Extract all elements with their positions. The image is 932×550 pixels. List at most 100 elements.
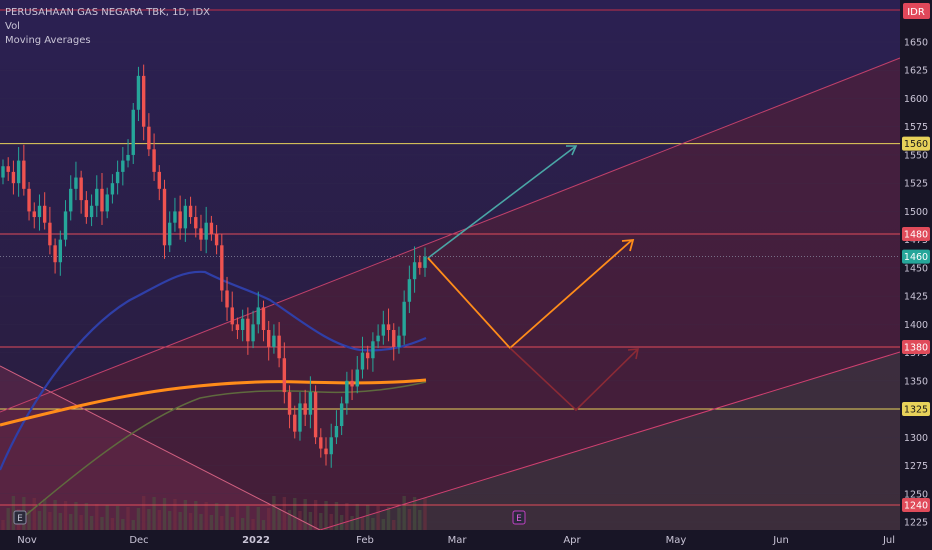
volume-bar [84, 503, 89, 530]
candle-body [397, 335, 401, 347]
candle-body [173, 211, 177, 223]
candle-body [11, 171, 16, 184]
candle-body [225, 290, 229, 308]
candle-body [412, 262, 417, 280]
x-tick-label: Apr [563, 535, 581, 546]
volume-bar [168, 511, 172, 530]
projection-path-alt[interactable] [509, 347, 639, 412]
x-tick-label: May [666, 535, 687, 546]
volume-indicator-label[interactable]: Vol [5, 21, 20, 32]
candle-body [6, 166, 10, 172]
volume-bar [126, 507, 130, 530]
candle-body [360, 352, 365, 370]
volume-bar [173, 499, 177, 530]
candle-body [246, 318, 250, 342]
candle-body [392, 330, 396, 347]
y-tick-label: 1575 [904, 122, 928, 133]
volume-bar [298, 511, 302, 530]
volume-bar [293, 498, 297, 530]
volume-bar [225, 504, 229, 530]
time-axis[interactable] [0, 530, 932, 550]
candle-body [261, 307, 266, 330]
volume-bar [37, 511, 42, 530]
candle-body [95, 188, 99, 206]
volume-bar [277, 509, 281, 530]
moving-average-long[interactable] [0, 378, 427, 427]
last-price-label: 1460 [904, 252, 928, 263]
volume-bar [11, 496, 16, 530]
volume-bar [79, 515, 83, 530]
volume-bar [204, 502, 208, 530]
candle-body [105, 194, 109, 212]
volume-bar [32, 498, 36, 530]
volume-bar [267, 508, 271, 530]
candle-body [418, 262, 422, 268]
moving-average-mid[interactable] [19, 381, 427, 521]
candle-body [230, 307, 234, 325]
projection-path-bull[interactable] [427, 145, 577, 259]
volume-bar [407, 509, 412, 530]
volume-bar [365, 505, 370, 530]
candle-body [386, 324, 391, 330]
candle-body [365, 352, 370, 359]
y-tick-label: 1450 [904, 263, 928, 274]
volume-bar [152, 497, 156, 530]
event-marker[interactable]: E [512, 510, 526, 525]
volume-bar [256, 507, 260, 530]
candle-body [339, 403, 344, 426]
y-tick-label: 1350 [904, 376, 928, 387]
x-tick-label: Dec [129, 535, 148, 546]
last-price-badge [902, 249, 930, 264]
x-tick-label: Mar [448, 535, 468, 546]
moving-averages-indicator-label[interactable]: Moving Averages [5, 35, 91, 46]
level-badge [902, 498, 930, 513]
volume-bar [220, 516, 224, 530]
candle-body [313, 392, 318, 438]
candle-body [240, 318, 245, 330]
candle-body [251, 324, 255, 342]
volume-bar [105, 505, 109, 530]
candle-body [214, 234, 219, 246]
volume-bar [183, 500, 188, 530]
volume-bar [246, 506, 250, 530]
wedge-line[interactable] [0, 365, 321, 531]
candle-body [407, 279, 412, 302]
volume-bar [329, 514, 333, 530]
volume-bar [147, 509, 151, 530]
candle-body [178, 211, 182, 229]
volume-bar [303, 499, 307, 530]
candle-body [32, 211, 36, 218]
candle-body [272, 335, 276, 347]
candle-body [27, 188, 31, 212]
candle-body [48, 222, 52, 246]
candle-body [63, 211, 68, 240]
candle-body [287, 392, 292, 415]
volume-bar [240, 518, 245, 530]
candle-body [204, 222, 208, 240]
y-tick-label: 1300 [904, 433, 928, 444]
x-tick-label: Jun [772, 535, 789, 546]
candle-body [183, 205, 188, 229]
event-marker[interactable]: E [13, 510, 27, 525]
level-badge [902, 339, 930, 354]
candle-body [84, 200, 89, 218]
volume-bar [194, 501, 198, 530]
volume-bar [397, 508, 401, 530]
y-tick-label: 1650 [904, 38, 928, 49]
channel-fill [0, 58, 900, 530]
upper-trendline[interactable] [0, 57, 901, 413]
candle-body [42, 205, 47, 223]
level-badge [902, 227, 930, 241]
volume-bar [27, 510, 31, 530]
x-tick-label: Nov [17, 535, 37, 546]
lower-trendline[interactable] [319, 351, 901, 531]
y-tick-label: 1225 [904, 518, 928, 529]
volume-bar [324, 501, 328, 530]
candle-body [115, 171, 120, 184]
y-tick-label: 1425 [904, 292, 928, 303]
volume-bar [89, 516, 94, 530]
volume-bar [345, 503, 349, 530]
price-axis[interactable] [900, 0, 932, 550]
candle-body [402, 301, 406, 336]
